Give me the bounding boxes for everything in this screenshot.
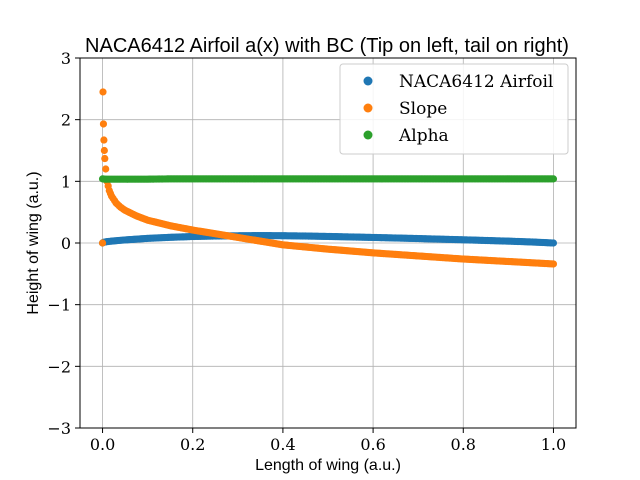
legend-marker-slope bbox=[363, 103, 373, 113]
legend-box bbox=[339, 63, 569, 155]
x-tick-label: 0.6 bbox=[360, 435, 385, 454]
y-tick-label: −3 bbox=[47, 419, 71, 438]
legend-marker-alpha bbox=[363, 130, 373, 140]
data-point bbox=[100, 136, 108, 144]
x-tick-label: 0.4 bbox=[270, 435, 295, 454]
series-2 bbox=[98, 175, 558, 183]
legend-marker-airfoil bbox=[363, 76, 373, 86]
x-tick-label: 0.0 bbox=[90, 435, 115, 454]
legend-label-slope: Slope bbox=[399, 99, 447, 119]
x-tick-label: 0.8 bbox=[451, 435, 476, 454]
y-tick-label: 3 bbox=[61, 49, 71, 68]
data-point bbox=[549, 260, 558, 268]
y-tick-label: 0 bbox=[61, 234, 71, 253]
data-point bbox=[100, 146, 108, 155]
x-axis-label: Length of wing (a.u.) bbox=[255, 457, 401, 474]
data-point bbox=[549, 239, 558, 247]
y-tick-label: 2 bbox=[61, 111, 71, 130]
series-layer bbox=[98, 88, 558, 268]
legend-label-alpha: Alpha bbox=[398, 126, 449, 146]
series-0 bbox=[98, 232, 558, 247]
legend-label-airfoil: NACA6412 Airfoil bbox=[399, 72, 553, 92]
data-point bbox=[549, 175, 558, 183]
data-point bbox=[98, 239, 107, 247]
chart-title: NACA6412 Airfoil a(x) with BC (Tip on le… bbox=[85, 35, 569, 57]
data-point bbox=[102, 165, 110, 173]
y-axis-label: Height of wing (a.u.) bbox=[25, 171, 42, 314]
data-point bbox=[99, 88, 107, 96]
y-tick-label: −1 bbox=[47, 296, 71, 315]
axis-ticks: 0.0 0.2 0.4 0.6 0.8 1.0 −3 −2 −1 0 1 2 3 bbox=[47, 49, 566, 454]
data-point bbox=[99, 120, 108, 128]
data-point bbox=[101, 154, 109, 163]
legend: NACA6412 Airfoil Slope Alpha bbox=[339, 63, 569, 155]
series-1 bbox=[98, 88, 558, 268]
y-tick-label: 1 bbox=[61, 172, 71, 191]
y-tick-label: −2 bbox=[47, 357, 71, 376]
x-tick-label: 1.0 bbox=[541, 435, 566, 454]
x-tick-label: 0.2 bbox=[180, 435, 205, 454]
